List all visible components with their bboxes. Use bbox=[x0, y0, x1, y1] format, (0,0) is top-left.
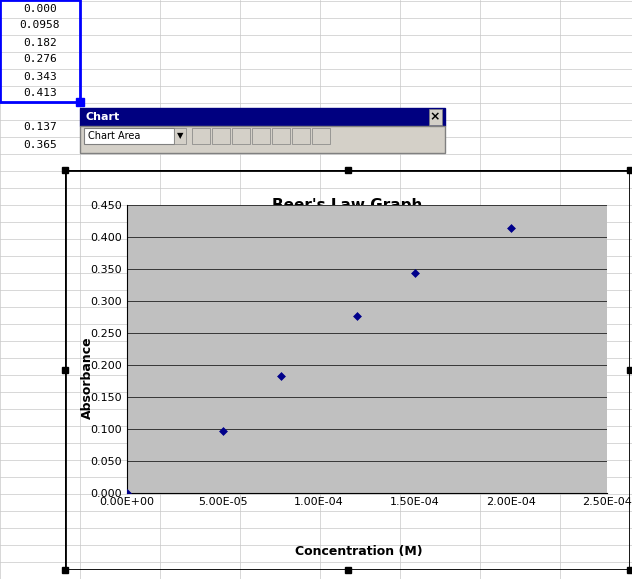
Bar bbox=[212, 128, 230, 144]
Bar bbox=[292, 128, 310, 144]
Point bbox=[218, 427, 228, 436]
Bar bbox=[0, 0, 80, 102]
Bar bbox=[232, 128, 250, 144]
Bar bbox=[80, 108, 445, 126]
Text: 0.343: 0.343 bbox=[23, 71, 57, 82]
Bar bbox=[252, 128, 270, 144]
Text: ▼: ▼ bbox=[177, 131, 183, 141]
Text: ×: × bbox=[430, 111, 441, 123]
Text: 0.182: 0.182 bbox=[23, 38, 57, 47]
Text: 0.276: 0.276 bbox=[23, 54, 57, 64]
Bar bbox=[272, 128, 290, 144]
Point bbox=[122, 488, 132, 497]
Bar bbox=[192, 128, 210, 144]
Text: Beer's Law Graph: Beer's Law Graph bbox=[272, 198, 423, 213]
Point bbox=[352, 312, 362, 321]
Point bbox=[506, 223, 516, 233]
Text: Concentration (M): Concentration (M) bbox=[295, 545, 423, 558]
Point bbox=[276, 371, 286, 380]
Text: Chart: Chart bbox=[86, 112, 120, 122]
Bar bbox=[76, 98, 84, 106]
Bar bbox=[80, 126, 445, 153]
Bar bbox=[312, 128, 330, 144]
Text: Absorbance: Absorbance bbox=[81, 336, 94, 419]
Text: 0.413: 0.413 bbox=[23, 89, 57, 98]
Bar bbox=[84, 128, 174, 144]
Bar bbox=[174, 128, 186, 144]
Point bbox=[410, 269, 420, 278]
Text: 0.0958: 0.0958 bbox=[20, 20, 60, 31]
Text: 0.000: 0.000 bbox=[23, 3, 57, 13]
Text: 0.137: 0.137 bbox=[23, 123, 57, 133]
Text: 0.365: 0.365 bbox=[23, 140, 57, 149]
Text: Chart Area: Chart Area bbox=[88, 131, 140, 141]
